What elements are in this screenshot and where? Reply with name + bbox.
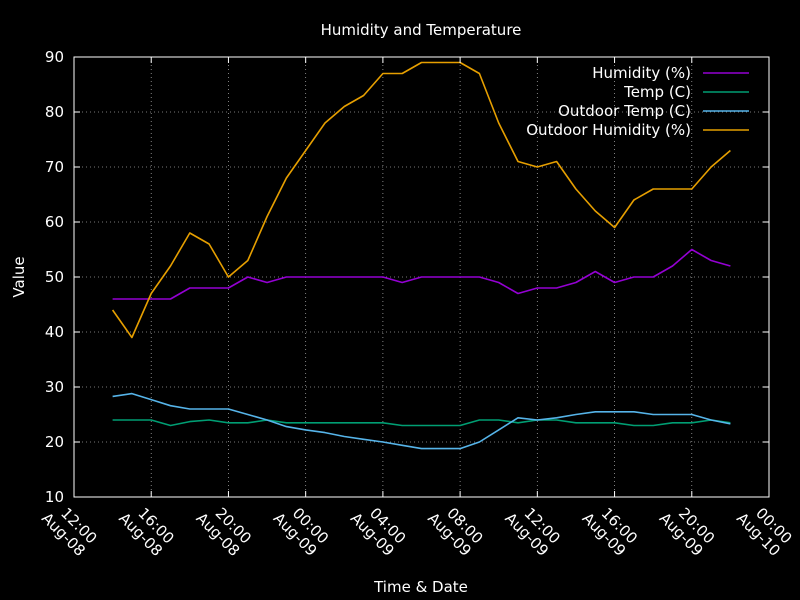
- legend-label-outdoor-temp-c: Outdoor Temp (C): [558, 102, 691, 120]
- y-tick-label: 40: [45, 323, 64, 341]
- x-tick-label: 16:00Aug-09: [579, 497, 642, 560]
- y-tick-label: 60: [45, 213, 64, 231]
- y-tick-label: 20: [45, 433, 64, 451]
- y-tick-label: 50: [45, 268, 64, 286]
- x-tick-label: 20:00Aug-08: [193, 497, 256, 560]
- series-line-outdoor-humidity: [111, 61, 731, 339]
- x-tick-label: 20:00Aug-09: [656, 497, 719, 560]
- y-tick-label: 10: [45, 488, 64, 506]
- series-line-outdoor-temp-c: [112, 392, 731, 450]
- x-tick-label: 12:00Aug-09: [501, 497, 564, 560]
- legend: Humidity (%)Temp (C)Outdoor Temp (C)Outd…: [526, 64, 749, 139]
- y-tick-label: 30: [45, 378, 64, 396]
- legend-label-temp-c: Temp (C): [623, 83, 691, 101]
- y-axis: 10 20 30 40 50 60 70 80 90: [45, 48, 769, 506]
- series-layer: [111, 61, 731, 450]
- y-tick-label: 90: [45, 48, 64, 66]
- series-line-temp-c: [112, 419, 731, 427]
- x-tick-label: 12:00Aug-08: [38, 497, 101, 560]
- y-tick-label: 70: [45, 158, 64, 176]
- y-tick-label: 80: [45, 103, 64, 121]
- series-line-humidity: [112, 248, 731, 300]
- legend-label-humidity: Humidity (%): [592, 64, 691, 82]
- x-tick-label: 00:00Aug-09: [270, 497, 333, 560]
- chart-title: Humidity and Temperature: [321, 21, 522, 39]
- x-tick-label: 16:00Aug-08: [115, 497, 178, 560]
- legend-label-outdoor-humidity: Outdoor Humidity (%): [526, 121, 691, 139]
- x-axis-label: Time & Date: [373, 578, 468, 596]
- y-axis-label: Value: [10, 256, 28, 297]
- x-tick-label: 08:00Aug-09: [424, 497, 487, 560]
- x-tick-label: 04:00Aug-09: [347, 497, 410, 560]
- x-tick-label: 00:00Aug-10: [733, 497, 796, 560]
